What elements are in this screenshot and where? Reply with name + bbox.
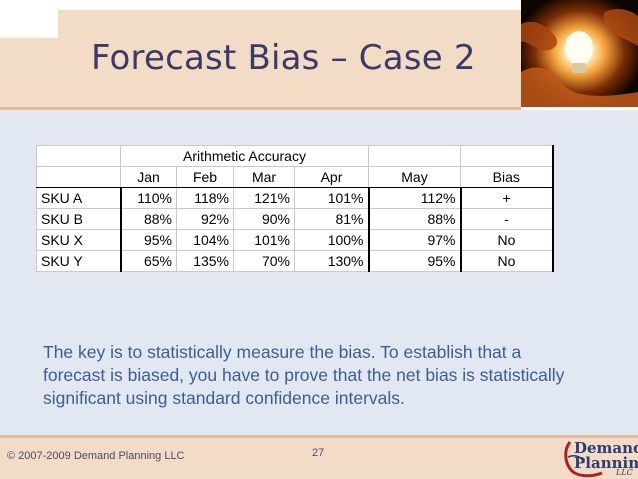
header-corner	[0, 0, 58, 38]
table-corner-cell	[36, 145, 121, 167]
column-header: Apr	[294, 166, 369, 188]
column-header: Feb	[176, 166, 234, 188]
slide-footer	[0, 435, 638, 479]
row-label: SKU X	[36, 229, 121, 251]
copyright-text: © 2007-2009 Demand Planning LLC	[7, 450, 185, 462]
header-top-strip	[58, 0, 521, 10]
table-cell: 112%	[368, 187, 462, 209]
table-row: SKU A 110% 118% 121% 101% 112% +	[36, 187, 554, 209]
bias-cell: No	[460, 250, 554, 272]
table-cell: 70%	[233, 250, 295, 272]
logo-text-line1: Demand	[574, 439, 638, 457]
demand-planning-logo: Demand Planning LLC	[562, 437, 638, 479]
table-cell: 101%	[294, 187, 370, 209]
column-header: Bias	[460, 166, 554, 188]
column-header: Mar	[233, 166, 295, 188]
table-row: SKU Y 65% 135% 70% 130% 95% No	[36, 250, 554, 272]
bias-cell: +	[460, 187, 554, 209]
table-cell: 97%	[368, 229, 462, 251]
column-header: Jan	[120, 166, 177, 188]
logo-swoosh-icon	[564, 441, 603, 478]
row-label: SKU B	[36, 208, 121, 230]
footer-rule	[0, 435, 638, 438]
row-label: SKU Y	[36, 250, 121, 272]
lightbulb-image	[521, 0, 638, 107]
key-statement-text: The key is to statistically measure the …	[43, 342, 565, 408]
table-cell: 65%	[119, 250, 177, 272]
table-cell: 118%	[176, 187, 234, 209]
table-cell: 92%	[176, 208, 234, 230]
table-row: SKU X 95% 104% 101% 100% 97% No	[36, 229, 554, 251]
table-cell: 121%	[233, 187, 295, 209]
table-cell: 95%	[119, 229, 177, 251]
table-empty-cell	[368, 145, 461, 167]
logo-text-line2: Planning	[574, 454, 638, 472]
page-number: 27	[312, 447, 325, 459]
table-cell: 88%	[119, 208, 177, 230]
bias-cell: -	[460, 208, 554, 230]
table-empty-cell	[460, 145, 554, 167]
table-cell: 130%	[294, 250, 370, 272]
row-label: SKU A	[36, 187, 121, 209]
table-row: SKU B 88% 92% 90% 81% 88% -	[36, 208, 554, 230]
accuracy-table: Arithmetic Accuracy Jan Feb Mar Apr May …	[36, 145, 554, 272]
table-cell: 110%	[119, 187, 177, 209]
table-cell: 135%	[176, 250, 234, 272]
table-cell: 90%	[233, 208, 295, 230]
group-header-cell: Arithmetic Accuracy	[120, 145, 369, 167]
column-header: May	[368, 166, 461, 188]
table-cell: 100%	[294, 229, 370, 251]
table-column-header-row: Jan Feb Mar Apr May Bias	[36, 166, 554, 188]
logo-text-line3: LLC	[616, 468, 633, 477]
table-cell: 81%	[294, 208, 370, 230]
header-rule	[0, 107, 521, 110]
slide-title: Forecast Bias – Case 2	[91, 38, 476, 78]
table-cell: 101%	[233, 229, 295, 251]
table-group-header-row: Arithmetic Accuracy	[36, 145, 554, 167]
table-empty-cell	[36, 166, 121, 188]
table-cell: 88%	[368, 208, 462, 230]
bias-cell: No	[460, 229, 554, 251]
table-cell: 95%	[368, 250, 462, 272]
table-cell: 104%	[176, 229, 234, 251]
lightbulb-hands-photo	[521, 0, 638, 107]
header-band	[0, 0, 521, 107]
